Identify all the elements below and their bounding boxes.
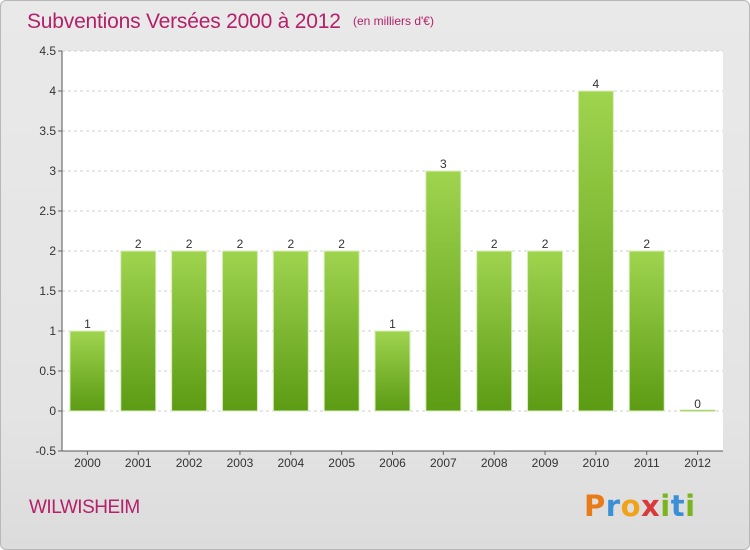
bar-2004 (272, 250, 309, 412)
x-tick-label: 2011 (634, 456, 660, 470)
logo-letter: t (670, 489, 686, 523)
y-tick-label: 1.5 (39, 284, 56, 298)
value-label: 2 (135, 237, 142, 251)
bar-2009 (527, 250, 564, 412)
bar-2007 (425, 170, 462, 412)
x-tick-label: 2004 (277, 456, 304, 470)
x-tick-label: 2009 (532, 456, 559, 470)
bar-2000 (69, 330, 106, 412)
y-tick-label: 2.5 (39, 204, 56, 218)
x-tick-label: 2008 (481, 456, 508, 470)
place-name: WILWISHEIM (29, 497, 140, 518)
bar-2008 (476, 250, 513, 412)
y-tick-label: 0.5 (39, 364, 56, 378)
logo-letter: r (605, 489, 621, 523)
value-label: 2 (643, 237, 650, 251)
y-tick-label: 2 (49, 244, 56, 258)
logo-letter: i (660, 489, 671, 523)
x-tick-label: 2010 (583, 456, 610, 470)
labels: -0.5 0 0.5 1 1.5 2 2.5 3 3.5 4 4.5 1 2000 2 2001 2 2002 2… (35, 44, 711, 470)
x-tick-label: 2006 (379, 456, 406, 470)
axes (58, 50, 723, 455)
y-tick-label: 3 (49, 164, 56, 178)
bars (69, 90, 716, 412)
value-label: 2 (237, 237, 244, 251)
value-label: 0 (694, 397, 701, 411)
logo-letter: o (620, 489, 642, 523)
x-tick-label: 2005 (328, 456, 355, 470)
value-label: 1 (84, 317, 91, 331)
y-tick-label: -0.5 (35, 444, 56, 458)
chart-title: Subventions Versées 2000 à 2012 (27, 10, 341, 33)
bar-2001 (120, 250, 157, 412)
y-tick-label: 4 (49, 84, 56, 98)
y-tick-label: 0 (49, 404, 56, 418)
x-tick-label: 2007 (430, 456, 457, 470)
bar-2003 (221, 250, 258, 412)
bar-2012 (679, 409, 716, 412)
bar-2011 (628, 250, 665, 412)
logo-letter: i (685, 489, 696, 523)
value-label: 2 (338, 237, 345, 251)
bar-2005 (323, 250, 360, 412)
y-tick-label: 1 (49, 324, 56, 338)
logo-letter: P (584, 489, 606, 523)
bar-2006 (374, 330, 411, 412)
value-label: 1 (389, 317, 396, 331)
value-label: 4 (593, 77, 600, 91)
proxiti-logo: Proxiti (584, 489, 696, 523)
value-label: 2 (186, 237, 193, 251)
bar-2002 (171, 250, 208, 412)
x-tick-label: 2002 (176, 456, 203, 470)
bar-2010 (577, 90, 614, 412)
x-tick-label: 2000 (74, 456, 101, 470)
value-label: 3 (440, 157, 447, 171)
x-tick-label: 2001 (125, 456, 152, 470)
logo-letter: x (641, 489, 661, 523)
value-label: 2 (287, 237, 294, 251)
value-label: 2 (491, 237, 498, 251)
value-label: 2 (542, 237, 549, 251)
y-tick-label: 4.5 (39, 44, 56, 58)
chart-subtitle: (en milliers d'€) (353, 14, 434, 28)
x-tick-label: 2003 (227, 456, 254, 470)
y-tick-label: 3.5 (39, 124, 56, 138)
x-tick-label: 2012 (684, 456, 711, 470)
